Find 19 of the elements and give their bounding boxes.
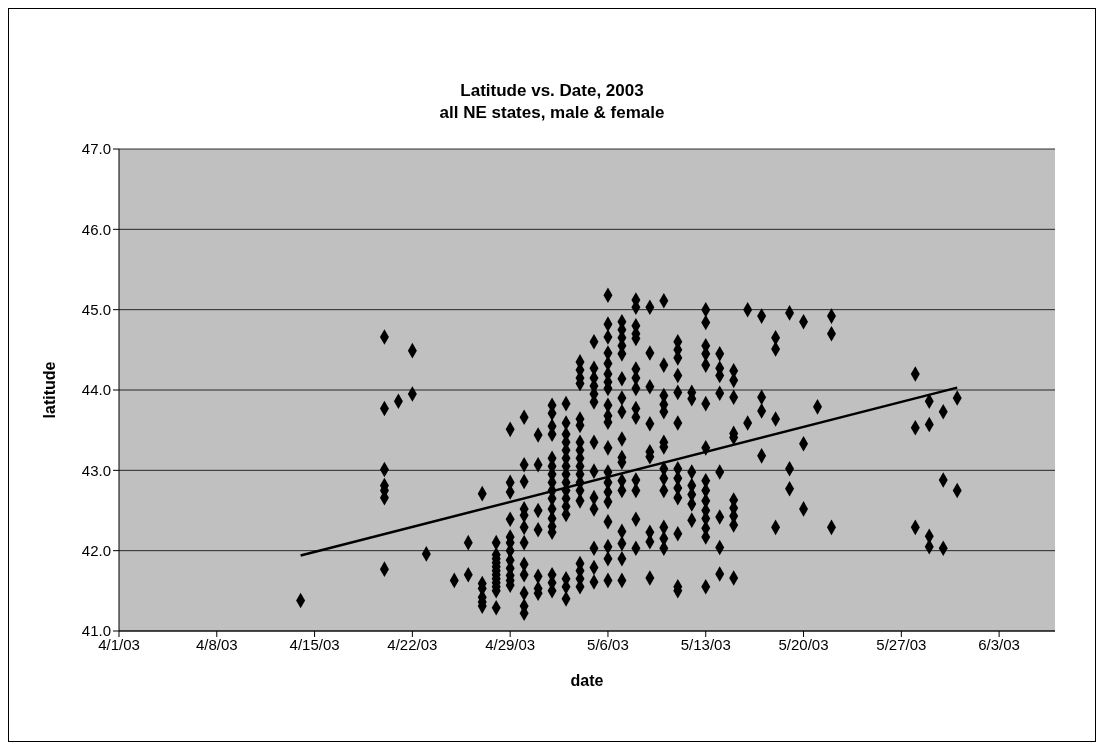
chart-title: Latitude vs. Date, 2003 <box>459 81 645 101</box>
x-tick-label: 4/29/03 <box>485 635 536 653</box>
y-tick-label: 46.0 <box>81 220 111 238</box>
x-tick-label: 6/3/03 <box>978 635 1020 653</box>
y-tick-label: 45.0 <box>81 300 111 318</box>
chart-subtitle: all NE states, male & female <box>438 103 666 123</box>
x-tick-label: 4/22/03 <box>387 635 438 653</box>
x-tick-label: 4/15/03 <box>289 635 340 653</box>
x-tick-label: 5/13/03 <box>680 635 731 653</box>
y-tick-label: 44.0 <box>81 381 111 399</box>
x-tick-label: 5/27/03 <box>876 635 927 653</box>
x-axis-title: date <box>570 672 604 689</box>
x-tick-label: 5/6/03 <box>587 635 629 653</box>
y-tick-label: 43.0 <box>81 461 111 479</box>
y-tick-label: 42.0 <box>81 541 111 559</box>
y-axis-title: latitude <box>40 361 58 419</box>
x-tick-label: 5/20/03 <box>778 635 829 653</box>
x-tick-label: 4/8/03 <box>195 635 238 653</box>
y-tick-label: 47.0 <box>81 140 111 158</box>
